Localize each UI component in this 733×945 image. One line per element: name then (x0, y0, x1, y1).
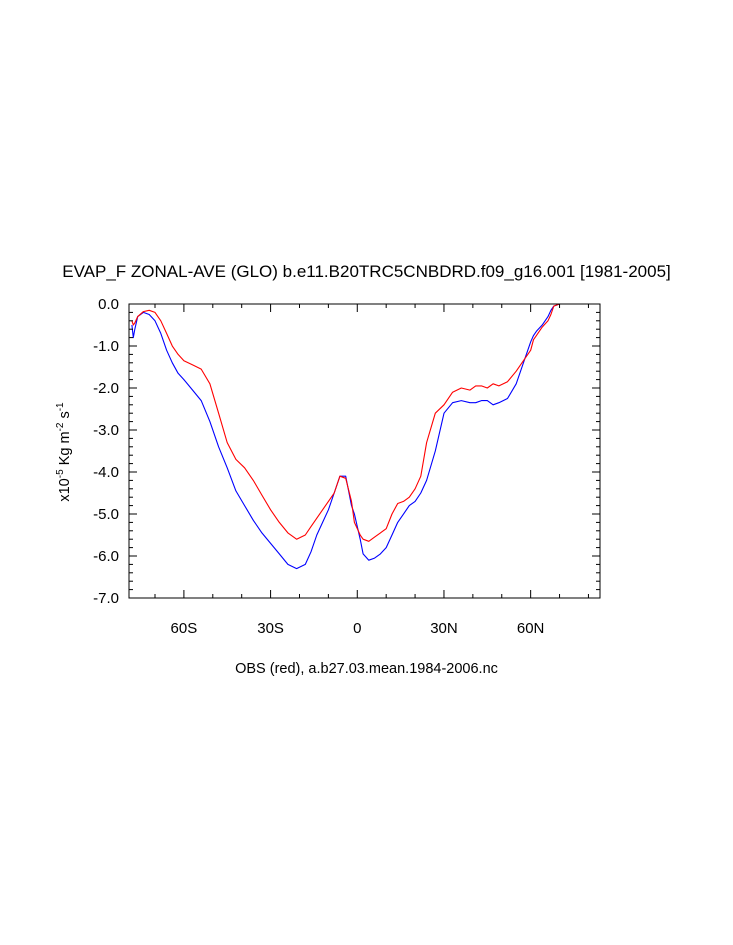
chart-footnote: OBS (red), a.b27.03.mean.1984-2006.nc (235, 661, 498, 677)
y-tick-label: -1.0 (93, 338, 119, 355)
y-tick-label: -7.0 (93, 590, 119, 607)
x-tick-label: 30N (430, 620, 458, 637)
y-tick-label: -2.0 (93, 380, 119, 397)
y-tick-label: 0.0 (98, 296, 119, 313)
x-tick-label: 0 (353, 620, 361, 637)
chart-title: EVAP_F ZONAL-AVE (GLO) b.e11.B20TRC5CNBD… (62, 262, 671, 281)
series-line-1 (131, 303, 600, 542)
y-tick-label: -4.0 (93, 464, 119, 481)
y-tick-label: -6.0 (93, 548, 119, 565)
plot-frame (128, 303, 601, 599)
ticks-layer: 0.0 -1.0 -2.0 -3.0 -4.0 -5.0 -6.0 -7.0 60S 30S 0 30… (93, 296, 600, 637)
x-tick-label: 30S (257, 620, 284, 637)
y-axis-label: x10-5 Kg m-2 s-1 (55, 402, 73, 502)
y-tick-label: -3.0 (93, 422, 119, 439)
series-layer (131, 303, 600, 570)
x-tick-label: 60S (171, 620, 198, 637)
y-tick-label: -5.0 (93, 506, 119, 523)
x-tick-label: 60N (517, 620, 545, 637)
series-line-0 (131, 303, 600, 570)
